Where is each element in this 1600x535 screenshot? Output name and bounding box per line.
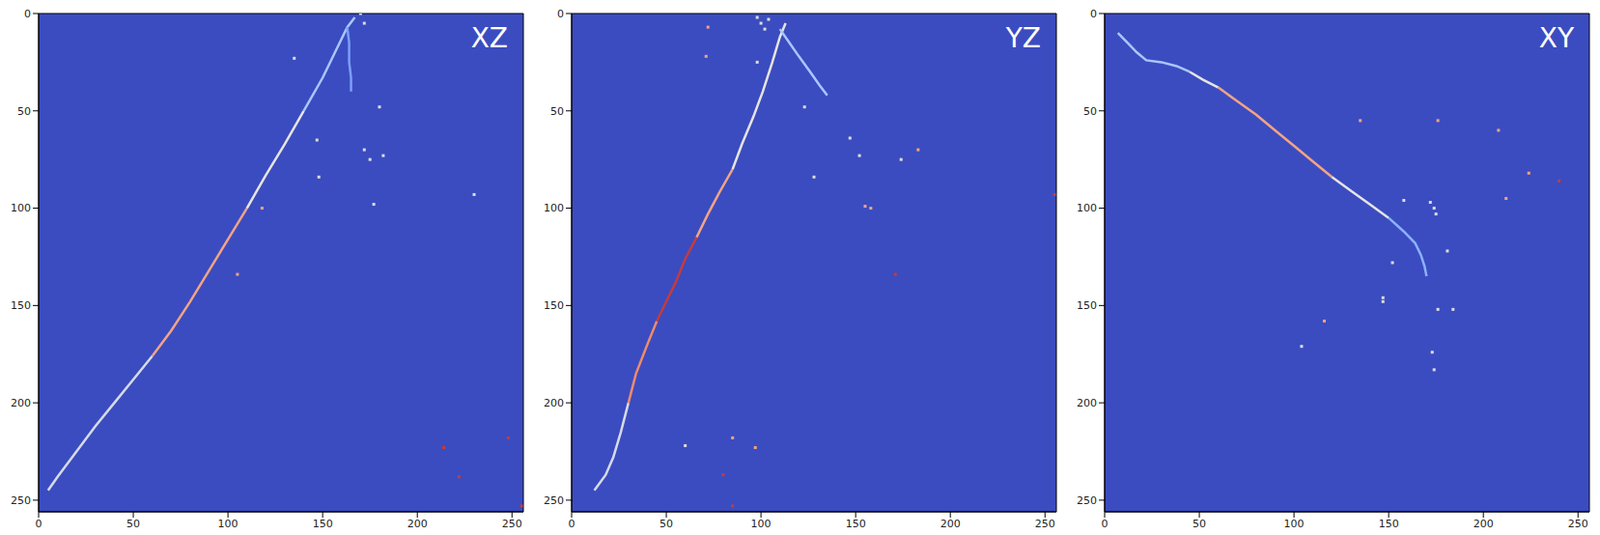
svg-text:150: 150 [312,517,334,531]
svg-text:100: 100 [751,517,772,531]
svg-text:200: 200 [1076,396,1097,410]
svg-text:50: 50 [1192,517,1207,531]
svg-text:0: 0 [568,517,576,531]
svg-text:250: 250 [1076,494,1097,507]
svg-text:50: 50 [550,105,564,118]
svg-text:0: 0 [1101,517,1109,531]
svg-text:150: 150 [543,299,564,312]
html-text:YZ: YZ [1005,22,1041,55]
svg-text:100: 100 [218,517,239,531]
svg-text:50: 50 [1083,105,1097,118]
svg-text:200: 200 [407,517,428,531]
svg-text:50: 50 [17,105,31,118]
svg-text:150: 150 [1378,517,1400,531]
html-text:XY: XY [1538,22,1574,55]
svg-text:200: 200 [543,396,564,410]
svg-text:250: 250 [1568,517,1589,531]
svg-text:150: 150 [10,299,31,312]
svg-text:100: 100 [543,201,564,215]
svg-text:250: 250 [502,517,523,531]
svg-text:200: 200 [1473,517,1494,531]
svg-text:150: 150 [845,517,867,531]
svg-text:250: 250 [1035,517,1056,531]
svg-text:200: 200 [940,517,961,531]
svg-text:100: 100 [1076,201,1097,215]
svg-text:250: 250 [543,494,564,507]
svg-text:200: 200 [10,396,31,410]
svg-text:50: 50 [126,517,141,531]
svg-text:150: 150 [1076,299,1097,312]
svg-text:100: 100 [1284,517,1305,531]
html-text:XZ: XZ [470,22,508,55]
svg-text:0: 0 [35,517,43,531]
svg-text:0: 0 [557,7,564,21]
svg-text:250: 250 [10,494,31,507]
svg-text:100: 100 [10,201,31,215]
svg-text:0: 0 [1090,7,1097,21]
svg-text:50: 50 [659,517,674,531]
svg-text:0: 0 [24,7,31,21]
